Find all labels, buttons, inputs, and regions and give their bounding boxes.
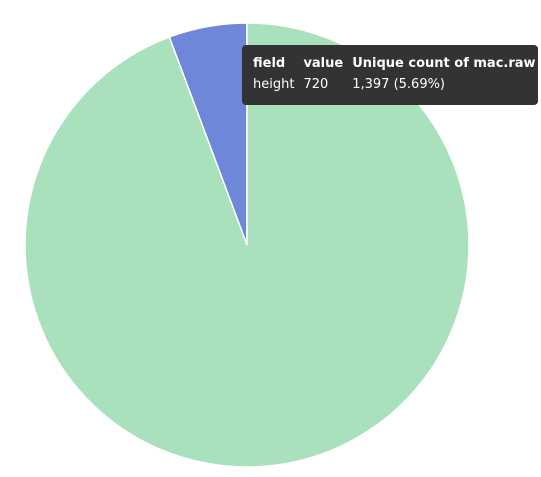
tooltip-data-row: height 720 1,397 (5.69%) [253, 76, 541, 97]
tooltip-cell-field: height [253, 77, 295, 92]
chart-tooltip: field value Unique count of mac.raw heig… [242, 45, 538, 105]
pie-slices [24, 22, 470, 468]
tooltip-header-value: value [303, 56, 344, 71]
tooltip-header-field: field [253, 56, 286, 71]
tooltip-header-metric: Unique count of mac.raw [352, 56, 536, 71]
tooltip-header-row: field value Unique count of mac.raw [253, 55, 541, 76]
pie-slice-remainder[interactable] [24, 22, 470, 468]
tooltip-table: field value Unique count of mac.raw heig… [253, 55, 541, 97]
tooltip-cell-metric: 1,397 (5.69%) [352, 77, 446, 92]
tooltip-cell-value: 720 [303, 77, 329, 92]
